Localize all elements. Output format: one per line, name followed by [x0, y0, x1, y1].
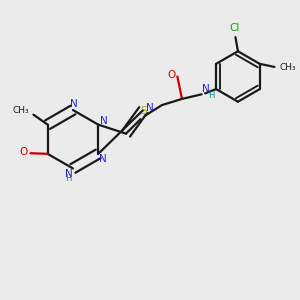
Text: N: N	[70, 100, 77, 110]
Text: O: O	[20, 147, 28, 157]
Text: O: O	[168, 70, 176, 80]
Text: CH₃: CH₃	[279, 63, 296, 72]
Text: N: N	[202, 84, 210, 94]
Text: H: H	[208, 91, 215, 100]
Text: S: S	[140, 106, 147, 116]
Text: N: N	[99, 154, 107, 164]
Text: N: N	[146, 103, 154, 113]
Text: Cl: Cl	[230, 23, 240, 33]
Text: N: N	[65, 169, 73, 179]
Text: H: H	[65, 174, 72, 183]
Text: CH₃: CH₃	[12, 106, 29, 116]
Text: N: N	[100, 116, 108, 126]
